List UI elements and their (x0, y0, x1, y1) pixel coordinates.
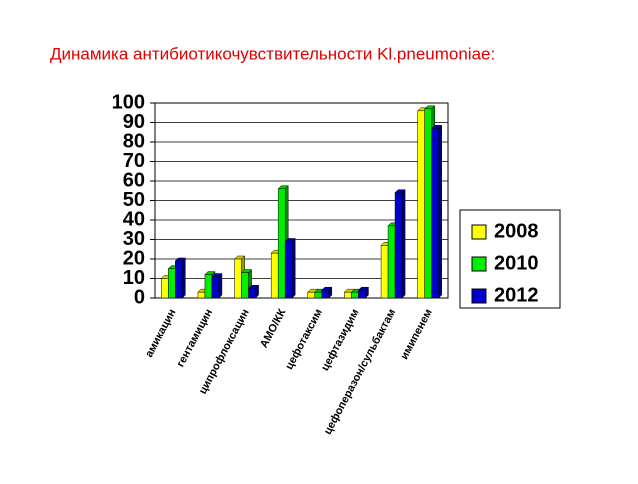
y-tick-label: 20 (123, 247, 145, 269)
bar (175, 260, 183, 299)
x-tick-label: имипенем (398, 307, 435, 361)
bar-side (438, 124, 442, 299)
bar (424, 108, 432, 299)
bar (344, 291, 352, 299)
x-tick-label: гентамицин (175, 307, 216, 369)
x-tick-label: цефотаксим (283, 307, 325, 372)
legend-swatch (471, 224, 487, 240)
bar (380, 245, 389, 299)
bar-side (182, 257, 186, 299)
bar (248, 288, 256, 299)
bar (314, 291, 323, 299)
y-tick-label: 60 (123, 169, 145, 191)
bar-side (218, 272, 223, 299)
bar (358, 289, 366, 299)
y-tick-label: 40 (123, 208, 145, 230)
legend-swatch (471, 288, 487, 304)
bar (270, 252, 279, 299)
y-tick-label: 0 (134, 286, 145, 308)
bar-side (291, 237, 296, 299)
bar (284, 241, 293, 299)
bar (204, 274, 213, 299)
bar (417, 110, 425, 299)
bar (161, 278, 169, 299)
legend-label: 2012 (494, 284, 539, 306)
legend-swatch (471, 256, 487, 272)
chart-title: Динамика антибиотикочувствительности Kl.… (50, 44, 495, 63)
bar (387, 225, 396, 299)
y-tick-label: 50 (123, 189, 145, 211)
y-tick-label: 30 (123, 228, 145, 250)
bar (277, 188, 286, 299)
legend-label: 2008 (494, 220, 539, 242)
x-tick-label: амикацин (143, 307, 178, 359)
y-tick-label: 90 (123, 111, 145, 133)
bar (431, 128, 439, 299)
y-tick-label: 70 (123, 150, 145, 172)
bar (321, 289, 330, 299)
bar (234, 258, 242, 299)
x-tick-label: цефтазидим (319, 307, 362, 373)
bar (241, 272, 249, 299)
bar-side (401, 189, 406, 299)
bar (307, 291, 316, 299)
bar (394, 192, 403, 299)
bar (351, 291, 359, 299)
y-tick-label: 80 (123, 130, 145, 152)
bar (197, 291, 206, 299)
x-tick-label: цефоперазон/сульбактам (322, 307, 398, 437)
y-tick-label: 10 (123, 267, 145, 289)
x-tick-label: АМО/КК (258, 307, 289, 350)
y-tick-label: 100 (112, 91, 145, 113)
bar (211, 276, 220, 299)
bar (168, 268, 176, 299)
legend-label: 2010 (494, 252, 539, 274)
